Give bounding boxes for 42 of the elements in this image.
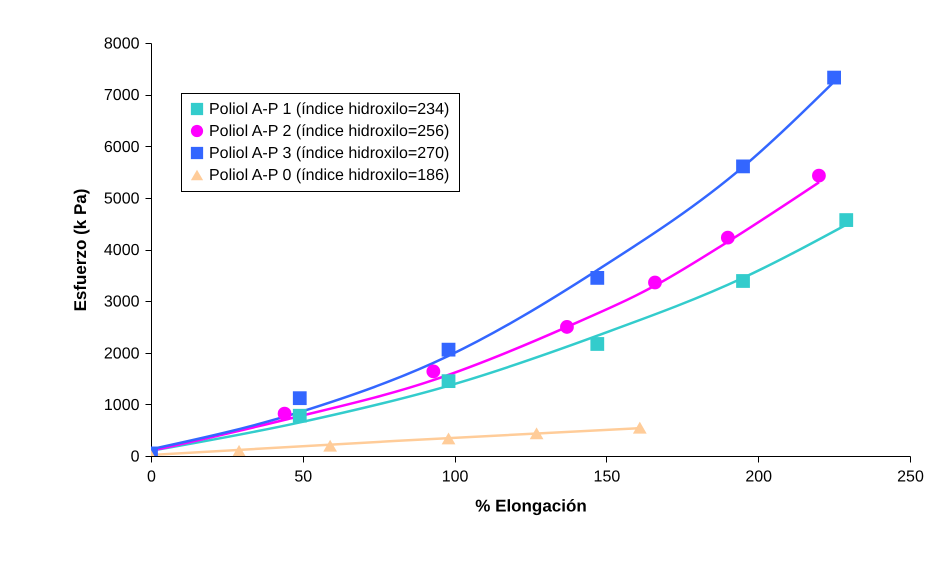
point	[590, 337, 604, 351]
y-tick-label: 2000	[104, 345, 140, 362]
point	[839, 213, 854, 227]
point	[278, 406, 292, 421]
x-tick-label: 0	[147, 468, 156, 486]
y-tick-label: 6000	[104, 138, 140, 156]
legend-label: Poliol A-P 3 (índice hidroxilo=270)	[209, 145, 450, 162]
legend-label: Poliol A-P 2 (índice hidroxilo=256)	[209, 123, 450, 140]
x-tick-label: 150	[594, 468, 620, 486]
point	[827, 70, 841, 84]
point	[720, 230, 735, 245]
point	[292, 408, 307, 423]
x-axis-title: % Elongación	[475, 496, 587, 516]
point	[812, 168, 826, 183]
y-tick-label: 5000	[104, 190, 140, 208]
legend-label: Poliol A-P 1 (índice hidroxilo=234)	[209, 101, 450, 118]
y-tick-label: 0	[130, 448, 140, 466]
x-tick-label: 200	[745, 468, 772, 486]
y-tick-label: 3000	[104, 294, 140, 311]
point	[323, 440, 338, 452]
point	[648, 276, 662, 290]
point	[292, 391, 307, 406]
point	[590, 271, 604, 285]
x-tick-label: 50	[294, 468, 312, 486]
y-tick-label: 4000	[104, 242, 140, 259]
y-tick-label: 8000	[104, 36, 140, 52]
point	[560, 320, 574, 334]
point	[530, 427, 544, 440]
x-tick-label: 100	[442, 468, 469, 486]
y-tick-label: 1000	[104, 396, 140, 414]
point	[232, 444, 246, 456]
point	[736, 159, 750, 174]
y-axis-title: Esfuerzo (k Pa)	[70, 188, 90, 312]
point	[736, 274, 750, 288]
point	[442, 374, 456, 388]
point	[632, 422, 647, 434]
x-tick-label: 250	[897, 468, 924, 486]
point	[442, 342, 456, 357]
y-tick-label: 7000	[104, 87, 140, 104]
point	[426, 364, 440, 378]
point	[442, 432, 456, 444]
legend-label: Poliol A-P 0 (índice hidroxilo=186)	[209, 167, 450, 184]
